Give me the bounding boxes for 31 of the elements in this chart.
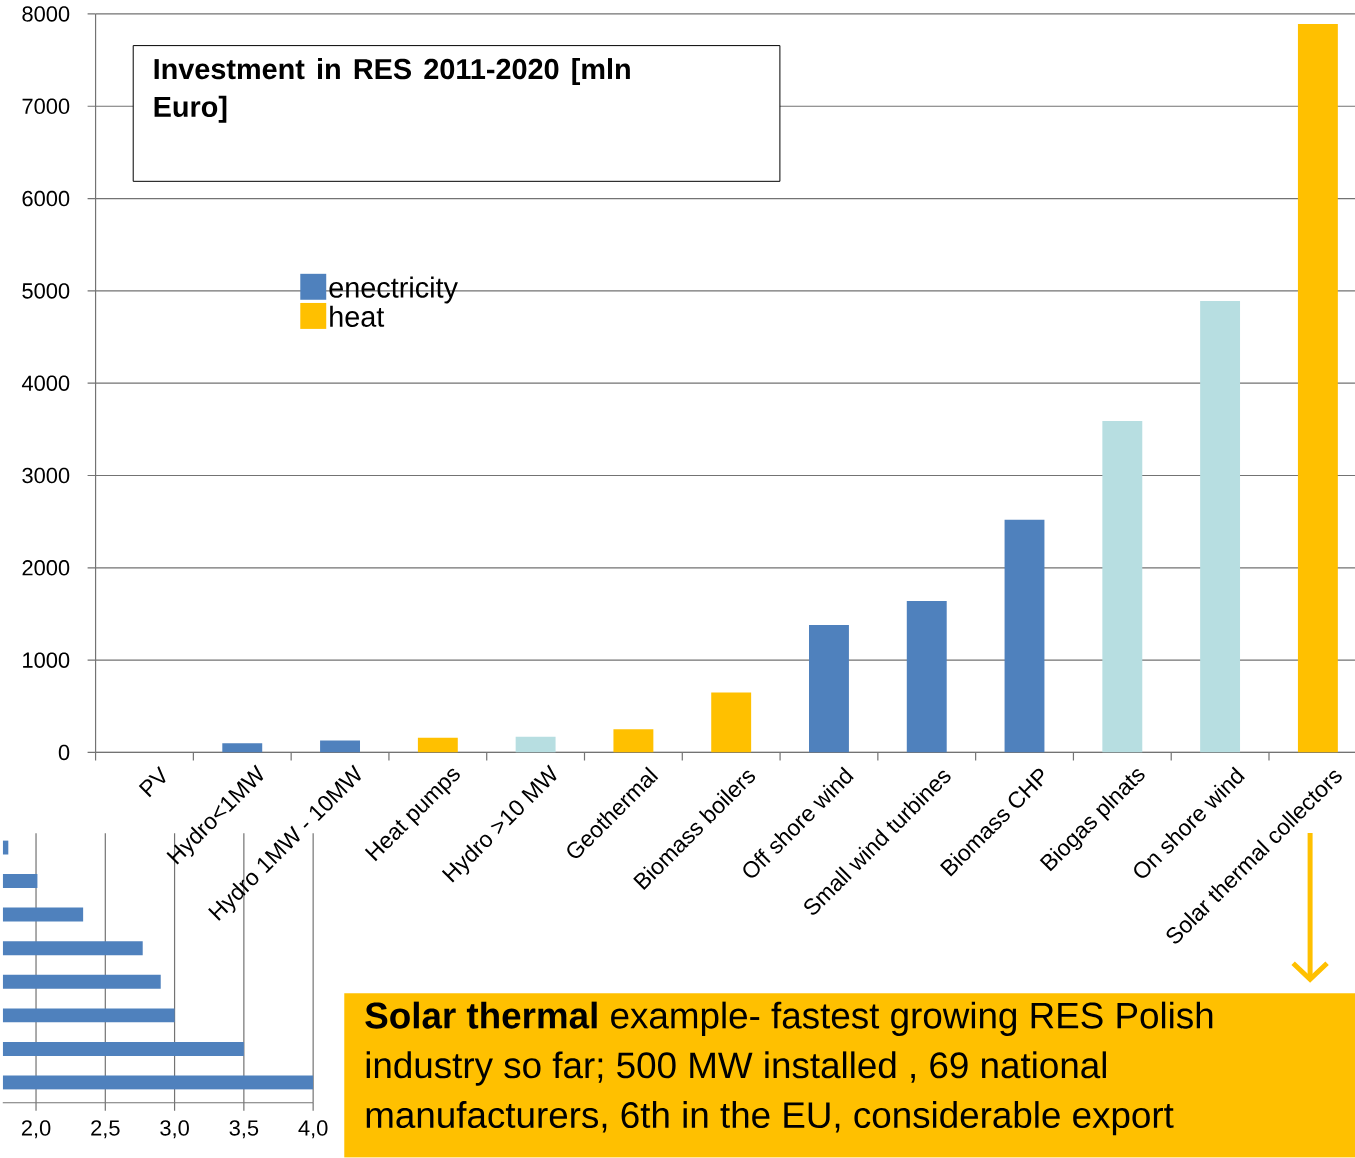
y-tick-label: 2000 [22,560,70,576]
y-tick-label: 1000 [23,652,70,669]
bar [809,625,849,753]
bar [222,743,263,753]
y-tick-label: 7000 [22,98,70,115]
bar [906,601,947,753]
bar [1102,421,1143,753]
bar [417,737,458,753]
x-tick-label: 3,0 [160,1120,189,1139]
y-tick-label: 8000 [22,6,70,22]
legend-label: heat [330,305,385,328]
bar [515,736,556,753]
y-tick-label: 6000 [22,191,70,207]
bar [711,692,752,753]
y-tick-label: 3000 [22,467,70,484]
x-tick-label: 4,0 [298,1120,328,1139]
text: Investment in RES 2011-2020 [mln Euro] [154,58,630,123]
bar [1297,24,1338,753]
x-tick-label: PV [138,766,166,798]
bar [320,740,360,753]
y-tick-label: 0 [58,744,70,761]
y-tick-label: 4000 [21,375,70,392]
bar [1200,301,1241,753]
bar [613,729,654,753]
y-tick-label: 5000 [22,283,70,299]
legend-label: enectricity [329,276,458,304]
x-tick-label: 2,5 [91,1120,120,1139]
x-tick-label: 3,5 [229,1120,259,1139]
x-tick-label: 2,0 [21,1120,51,1139]
bar [1004,520,1045,753]
text: Solar thermal example- fastest growing RES Polish industry so far; 500 MW installed , 69 national manufacturers, 6th in the EU, considerable export [365,1001,1213,1136]
